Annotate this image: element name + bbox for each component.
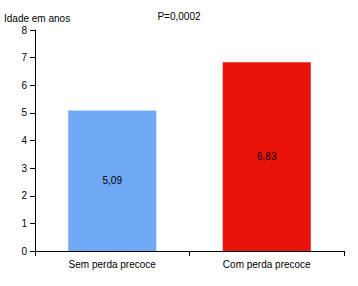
svg-text:P=0,0002: P=0,0002 [157, 11, 201, 22]
svg-text:Idade em anos: Idade em anos [4, 13, 70, 24]
svg-text:0: 0 [21, 246, 27, 257]
svg-text:Com perda precoce: Com perda precoce [223, 259, 311, 270]
svg-text:Sem perda precoce: Sem perda precoce [69, 259, 157, 270]
svg-text:6,83: 6,83 [257, 151, 277, 162]
svg-text:5: 5 [21, 107, 27, 118]
svg-text:3: 3 [21, 163, 27, 174]
svg-text:6: 6 [21, 80, 27, 91]
svg-text:8: 8 [21, 25, 27, 36]
svg-text:2: 2 [21, 190, 27, 201]
svg-text:1: 1 [21, 218, 27, 229]
svg-text:5,09: 5,09 [103, 175, 123, 186]
svg-text:4: 4 [21, 135, 27, 146]
svg-text:7: 7 [21, 52, 27, 63]
